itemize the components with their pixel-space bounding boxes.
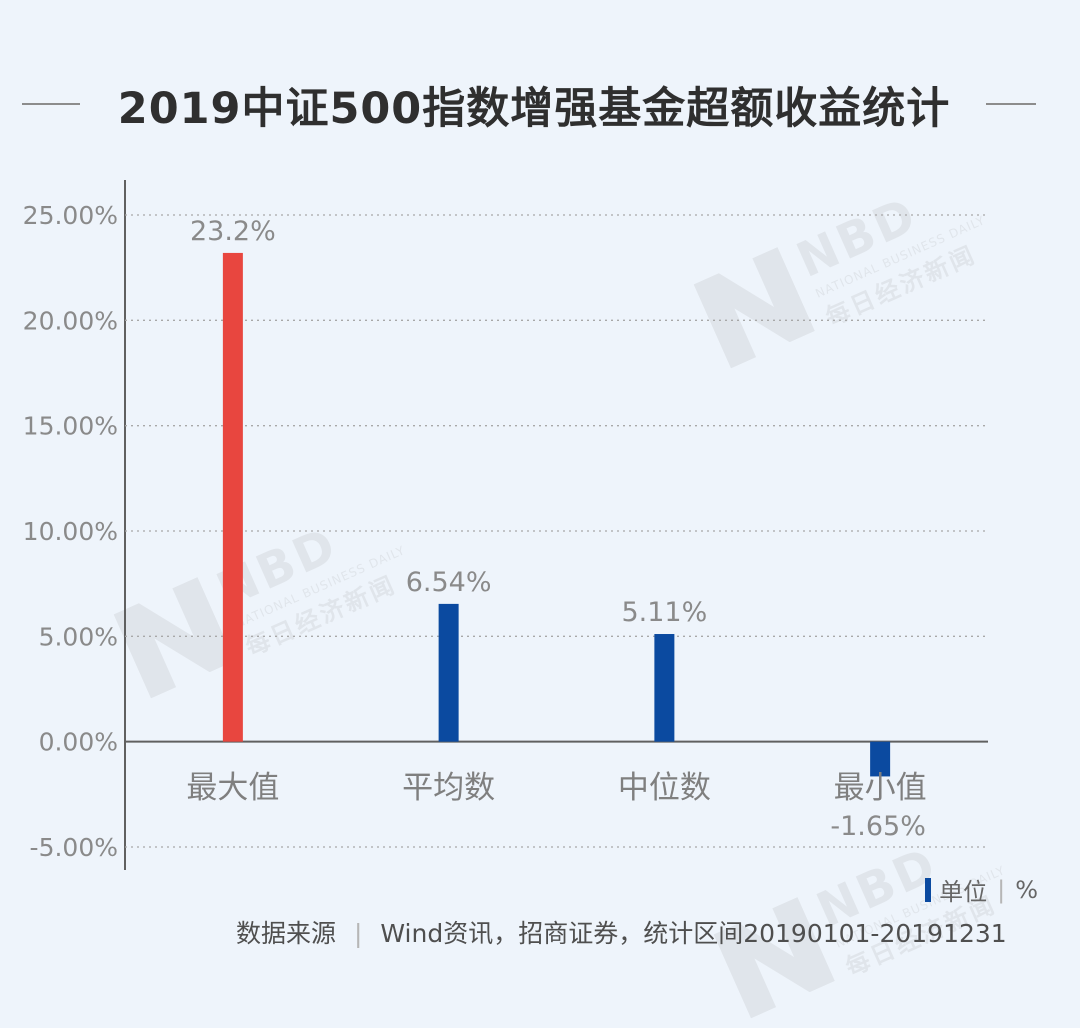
category-label: 平均数 [402,770,495,806]
y-tick-label: 5.00% [39,622,118,651]
category-label: 最大值 [186,770,279,806]
data-source: 数据来源 | Wind资讯，招商证券，统计区间20190101-20191231 [236,914,1007,950]
y-tick-label: 25.00% [23,201,118,230]
unit-label: 单位 [939,878,988,906]
source-text: Wind资讯，招商证券，统计区间20190101-20191231 [380,919,1007,948]
title-area: 2019中证500指数增强基金超额收益统计 [0,70,1080,140]
y-tick-label: -5.00% [30,833,118,862]
data-label: 5.11% [621,597,707,628]
source-label: 数据来源 [236,919,337,948]
y-tick-label: 20.00% [23,306,118,335]
unit-legend: 单位 | % [925,872,1038,907]
unit-value: % [1015,875,1038,904]
title-divider-right [986,103,1036,105]
bar [222,252,243,742]
bar [438,603,459,742]
source-separator: | [353,919,363,948]
category-label: 中位数 [618,770,711,806]
y-tick-label: 0.00% [39,728,118,757]
data-label: 23.2% [190,216,276,247]
y-tick-label: 15.00% [23,412,118,441]
data-label: 6.54% [406,567,492,598]
title-divider-left [22,103,80,105]
chart-title: 2019中证500指数增强基金超额收益统计 [117,84,951,134]
unit-separator: | [997,875,1006,904]
data-label: -1.65% [830,811,926,842]
unit-swatch [925,877,932,902]
y-tick-label: 10.00% [23,517,118,546]
category-label: 最小值 [834,770,927,806]
bar [870,741,891,777]
bar [654,634,675,742]
